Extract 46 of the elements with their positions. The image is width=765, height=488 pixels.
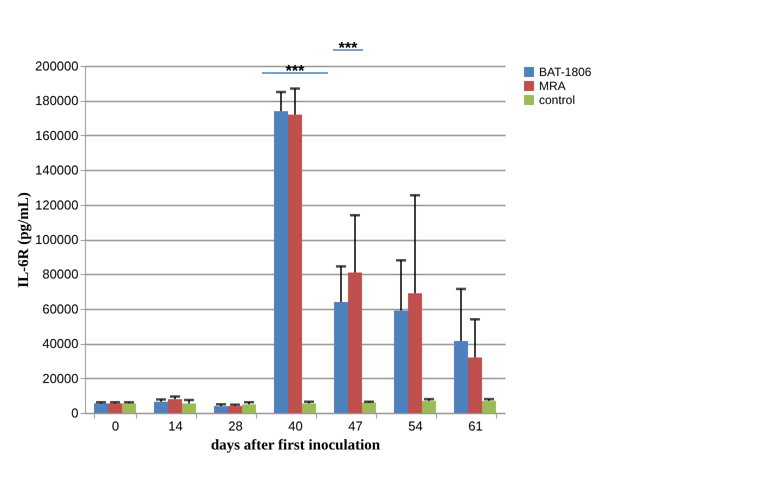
x-tick-label: 54	[408, 418, 423, 434]
bar	[302, 403, 316, 413]
y-tick-label: 80000	[42, 266, 78, 282]
bar	[394, 310, 408, 413]
x-tick-label: 14	[168, 418, 183, 434]
text: ***	[338, 40, 358, 57]
bar	[454, 341, 468, 413]
bar	[348, 272, 362, 413]
y-tick-label: 0	[71, 406, 78, 420]
bar	[288, 114, 302, 413]
bar	[108, 403, 122, 413]
annotation: ***	[286, 63, 306, 80]
legend-label: control	[539, 93, 576, 107]
bar	[242, 404, 256, 413]
bar	[334, 302, 348, 413]
bar	[362, 402, 376, 413]
bar	[482, 400, 496, 413]
y-tick-label: 200000	[35, 58, 78, 74]
bar	[168, 399, 182, 413]
y-axis-title: IL-6R (pg/mL)	[16, 192, 32, 288]
bar	[468, 357, 482, 413]
y-tick-label: 140000	[35, 162, 78, 178]
x-tick-label: 0	[112, 418, 120, 434]
x-tick-label: 40	[288, 418, 303, 434]
bar	[422, 400, 436, 413]
bar	[182, 403, 196, 413]
bar	[94, 403, 108, 413]
bar	[122, 403, 136, 413]
x-tick-label: 47	[348, 418, 363, 434]
y-tick-label: 100000	[35, 232, 78, 247]
x-tick-label: 28	[228, 418, 243, 434]
legend-label: MRA	[539, 79, 566, 93]
x-tick-label: 61	[468, 418, 483, 434]
bar	[154, 402, 168, 413]
x-axis-title: days after first inoculation	[210, 438, 381, 454]
bar	[408, 293, 422, 413]
y-tick-label: 20000	[42, 370, 78, 386]
y-tick-label: 160000	[35, 128, 78, 143]
bar	[214, 406, 228, 413]
legend-label: BAT-1806	[539, 65, 592, 79]
y-tick-label: 180000	[35, 93, 78, 108]
bar	[228, 406, 242, 413]
y-tick-label: 60000	[42, 301, 78, 316]
y-tick-label: 40000	[42, 336, 78, 352]
y-tick-label: 120000	[35, 197, 78, 212]
bar	[274, 111, 288, 413]
